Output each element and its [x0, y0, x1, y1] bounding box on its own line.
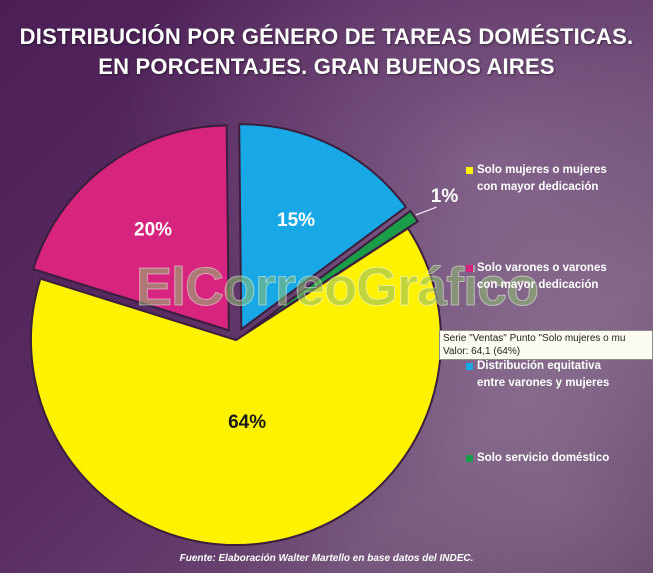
slice-data-label: 64%	[228, 412, 266, 433]
slice-data-label: 20%	[134, 219, 172, 240]
pie-slice	[31, 124, 230, 332]
chart-title-line2: EN PORCENTAJES. GRAN BUENOS AIRES	[98, 54, 555, 79]
legend-label: Solo mujeres o mujeres	[477, 164, 607, 176]
data-tooltip: Serie "Ventas" Punto "Solo mujeres o mu …	[439, 330, 653, 360]
legend-swatch	[466, 265, 473, 272]
legend-label: con mayor dedicación	[477, 279, 599, 291]
legend-label: Solo varones o varones	[477, 262, 607, 274]
legend-label: con mayor dedicación	[477, 181, 599, 193]
tooltip-series-line: Serie "Ventas" Punto "Solo mujeres o mu	[443, 333, 626, 344]
tooltip-value-line: Valor: 64,1 (64%)	[443, 346, 521, 357]
pie-slice	[238, 123, 408, 332]
legend-swatch	[466, 455, 473, 462]
chart-title: DISTRIBUCIÓN POR GÉNERO DE TAREAS DOMÉST…	[0, 22, 653, 82]
legend-swatch	[466, 167, 473, 174]
legend-swatch	[466, 363, 473, 370]
chart-title-line1: DISTRIBUCIÓN POR GÉNERO DE TAREAS DOMÉST…	[19, 24, 634, 49]
slice-data-label: 15%	[277, 210, 315, 231]
legend-label: Solo servicio doméstico	[477, 452, 610, 464]
slice-data-label: 1%	[431, 186, 459, 207]
pie-slice	[245, 209, 420, 334]
legend-label: entre varones y mujeres	[477, 377, 610, 389]
legend-label: Distribución equitativa	[477, 360, 601, 372]
slice-leader-line	[415, 206, 437, 216]
source-note: Fuente: Elaboración Walter Martello en b…	[179, 553, 474, 564]
